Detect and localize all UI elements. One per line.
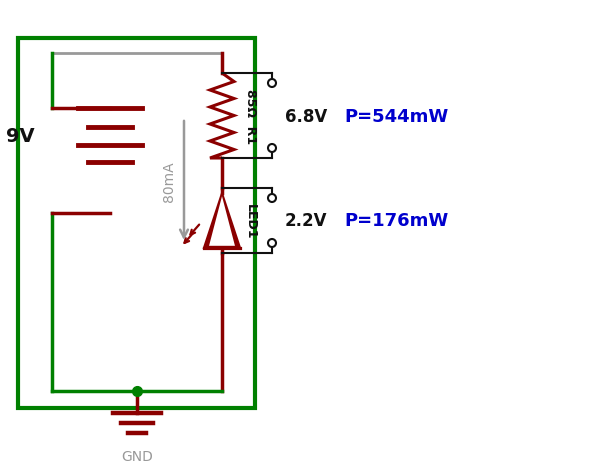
Polygon shape <box>209 197 235 246</box>
Polygon shape <box>204 194 240 248</box>
Text: P=176mW: P=176mW <box>344 212 448 230</box>
Circle shape <box>268 80 276 88</box>
Circle shape <box>268 144 276 153</box>
Circle shape <box>268 194 276 202</box>
Circle shape <box>268 239 276 247</box>
Text: 80mA: 80mA <box>162 161 176 201</box>
Text: 9V: 9V <box>6 127 35 146</box>
Text: 6.8V: 6.8V <box>285 107 327 125</box>
Text: 2.2V: 2.2V <box>285 212 328 230</box>
Text: LED1: LED1 <box>244 203 257 239</box>
Text: GND: GND <box>121 449 153 463</box>
Text: 85Ω  R1: 85Ω R1 <box>244 89 257 144</box>
Bar <box>18 39 255 408</box>
Text: P=544mW: P=544mW <box>344 107 448 125</box>
